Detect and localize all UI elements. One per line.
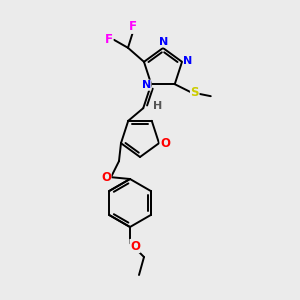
Text: S: S bbox=[190, 86, 199, 99]
Text: F: F bbox=[105, 33, 113, 46]
Text: N: N bbox=[142, 80, 151, 90]
Text: O: O bbox=[101, 171, 111, 184]
Text: F: F bbox=[129, 20, 137, 33]
Text: N: N bbox=[183, 56, 193, 66]
Text: N: N bbox=[159, 37, 169, 47]
Text: O: O bbox=[160, 137, 170, 150]
Text: O: O bbox=[130, 239, 140, 253]
Text: H: H bbox=[153, 101, 162, 111]
